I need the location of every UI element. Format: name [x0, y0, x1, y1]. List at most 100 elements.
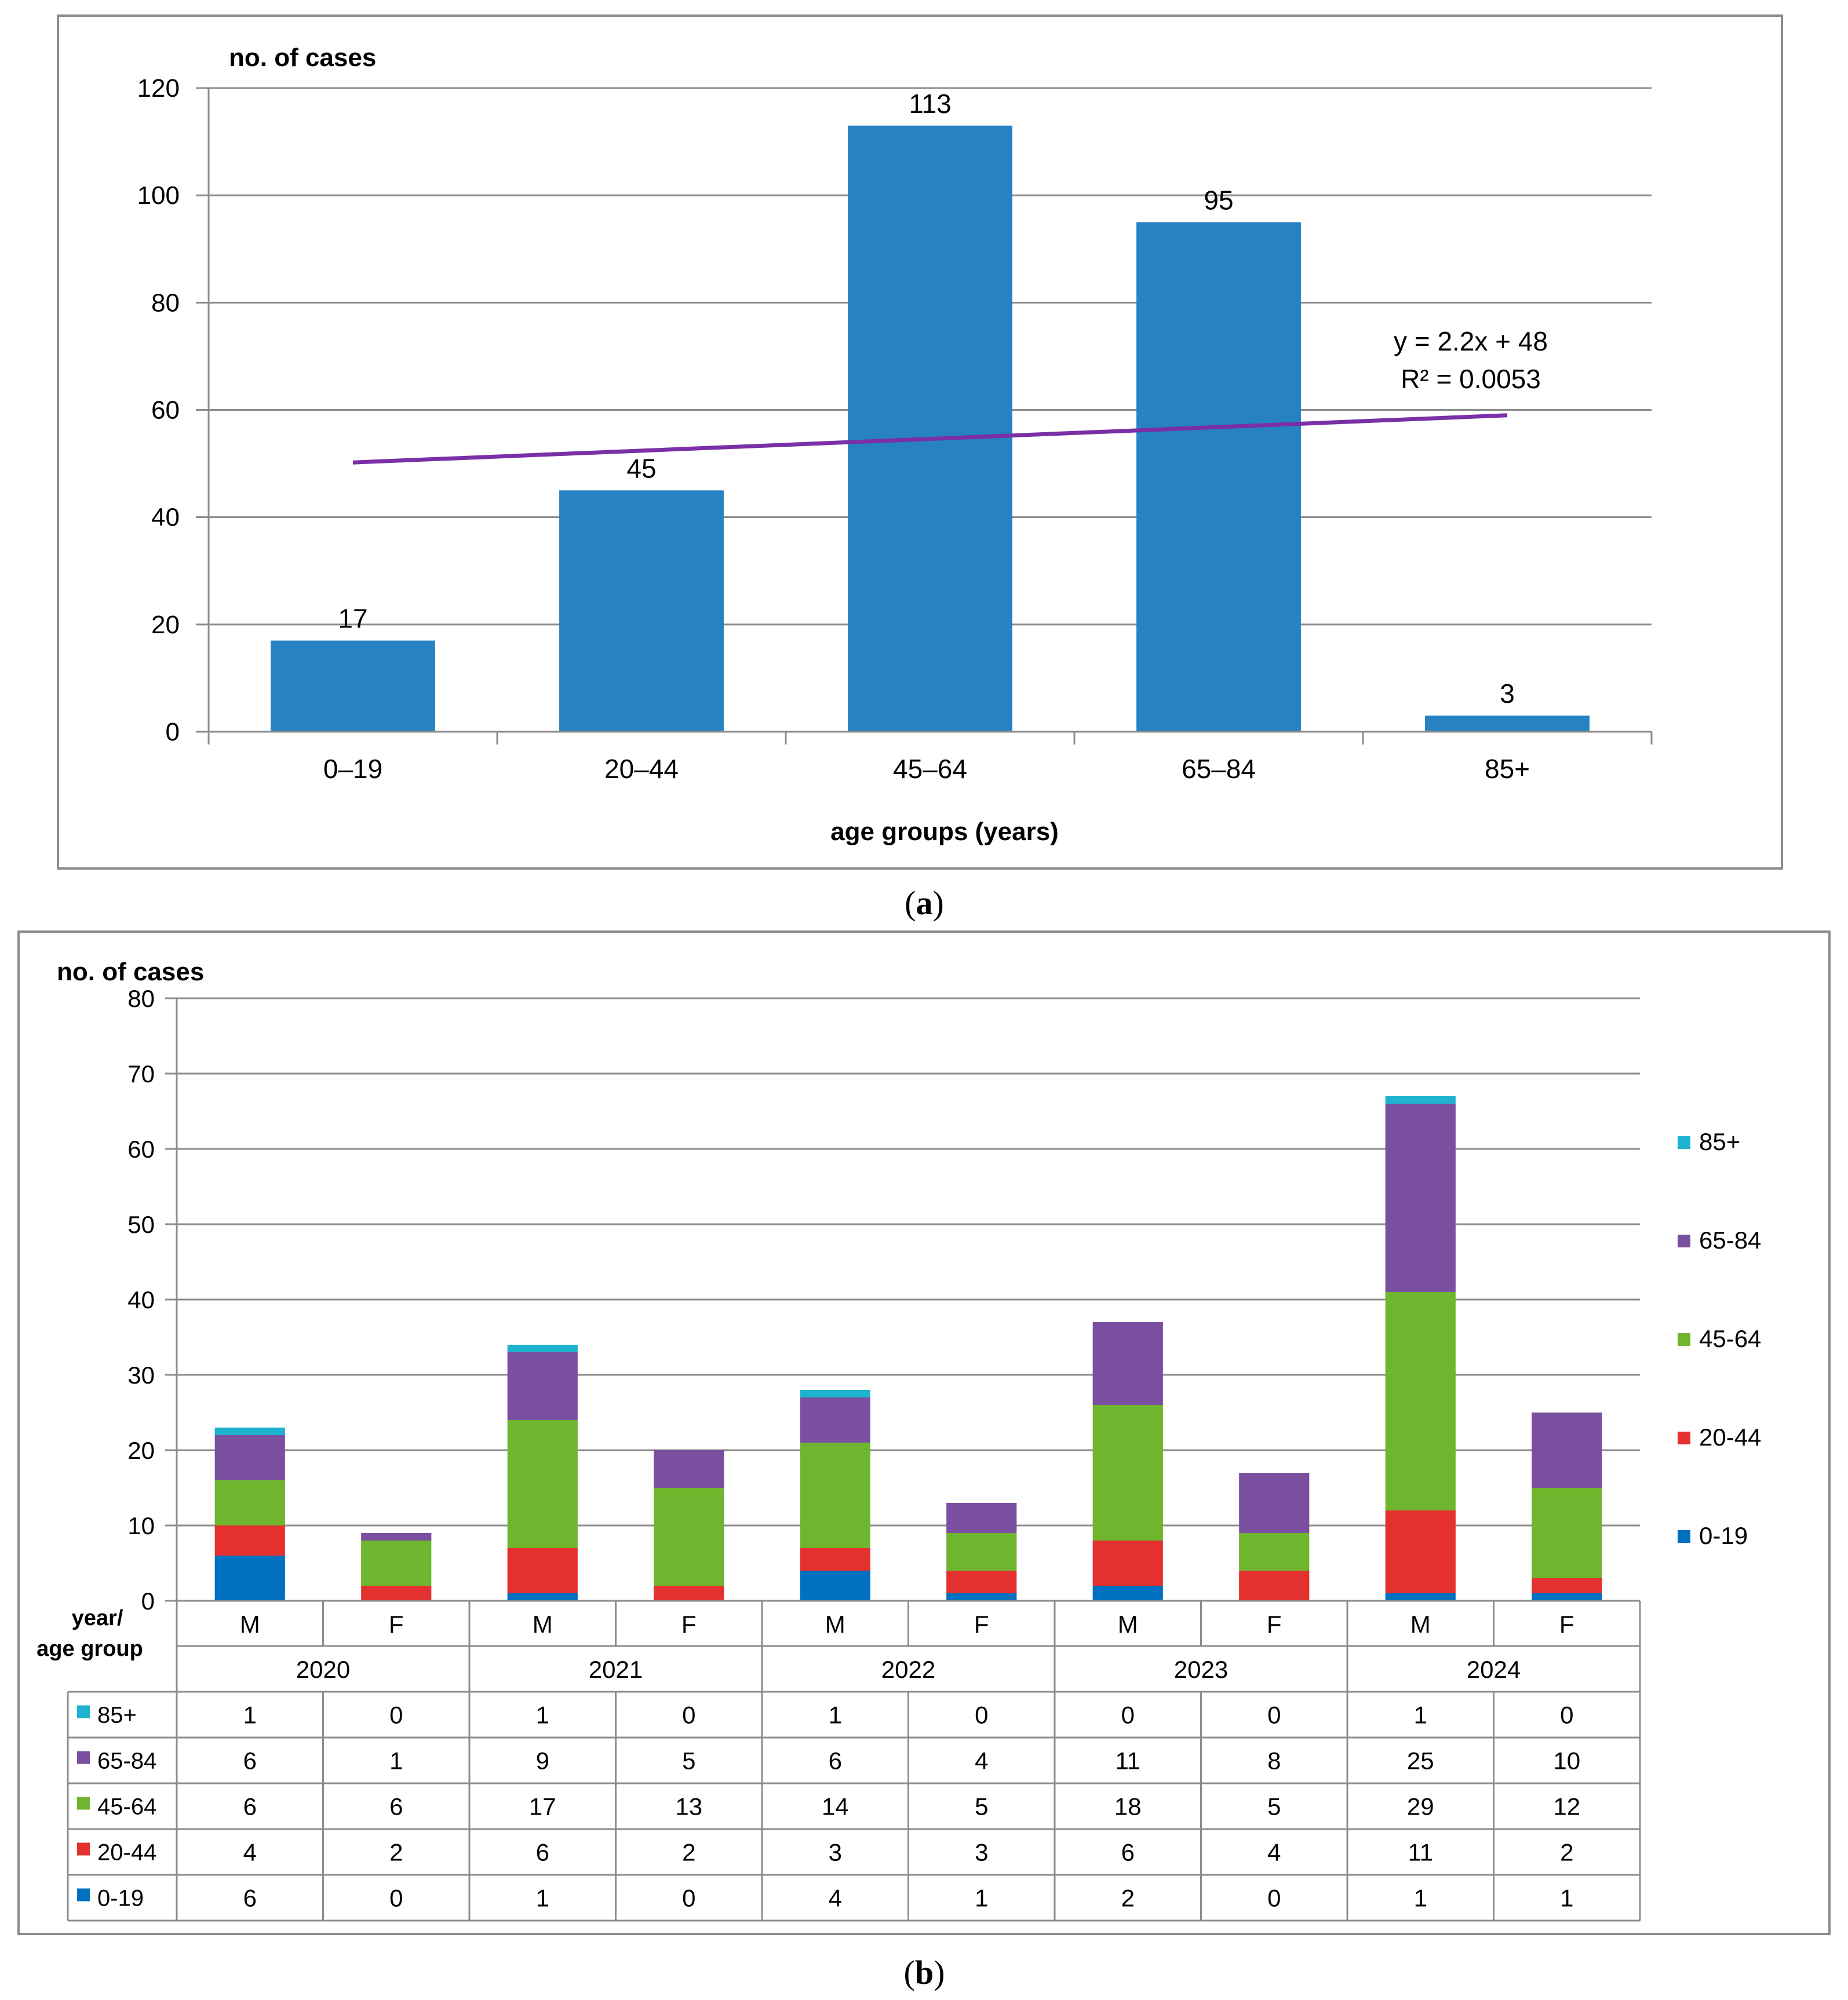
legend-label-0-19: 0-19 [1699, 1522, 1748, 1549]
table-cell: 4 [243, 1839, 257, 1866]
table-cell: 6 [536, 1839, 549, 1866]
chart-a-trend-equation: y = 2.2x + 48 [1394, 326, 1548, 356]
y-tick-label-a: 100 [137, 181, 180, 210]
table-cell: 9 [536, 1747, 549, 1775]
caption-b-letter: b [915, 1954, 934, 1991]
chart-b-legend: 85+ 65-84 45-64 20-44 0-19 [1678, 1128, 1761, 1549]
table-cell: 1 [975, 1885, 988, 1912]
table-cell: 25 [1407, 1747, 1434, 1775]
bar-segment-45-64-2024-F [1532, 1488, 1602, 1578]
table-cell: 6 [243, 1747, 257, 1775]
bar-segment-20-44-2020-M [214, 1525, 285, 1556]
x-tick-label-year: 2023 [1174, 1656, 1228, 1683]
chart-a-axes [196, 87, 1653, 744]
bar-segment-0-19-2022-F [946, 1593, 1017, 1601]
table-cell: 6 [243, 1885, 257, 1912]
x-tick-label-sex: F [974, 1611, 989, 1638]
table-cell: 1 [1414, 1702, 1427, 1729]
y-tick-label-a: 40 [151, 503, 180, 532]
bar-segment-45-64-2023-F [1239, 1533, 1310, 1571]
bar-segment-65-84-2023-M [1092, 1322, 1163, 1405]
y-tick-label-a: 20 [151, 611, 180, 639]
table-cell: 1 [536, 1885, 549, 1912]
x-tick-label-0–19: 0–19 [323, 754, 382, 784]
table-cell: 1 [536, 1702, 549, 1729]
x-tick-label-85+: 85+ [1485, 754, 1530, 784]
bar-segment-20-44-2023-F [1239, 1571, 1310, 1601]
bar-segment-65-84-2020-M [214, 1435, 285, 1480]
bar-segment-65-84-2024-F [1532, 1413, 1602, 1488]
y-tick-label-a: 0 [166, 718, 180, 746]
bar-segment-65-84-2022-F [946, 1503, 1017, 1533]
bar-45–64 [848, 125, 1012, 732]
bar-segment-20-44-2024-M [1385, 1510, 1456, 1593]
bar-segment-0-19-2022-M [800, 1571, 870, 1601]
table-cell: 13 [675, 1793, 702, 1820]
table-cell: 0 [1267, 1702, 1281, 1729]
table-cell: 1 [829, 1702, 842, 1729]
data-label-0–19: 17 [338, 604, 367, 634]
x-tick-label-sex: F [1267, 1611, 1282, 1638]
table-cell: 6 [243, 1793, 257, 1820]
table-cell: 4 [1267, 1839, 1281, 1866]
x-tick-label-65–84: 65–84 [1182, 754, 1256, 784]
data-label-85+: 3 [1500, 678, 1515, 709]
legend-swatch-0-19 [1678, 1530, 1690, 1543]
table-cell: 18 [1114, 1793, 1142, 1820]
x-tick-label-year: 2020 [296, 1656, 350, 1683]
table-corner-label-line2: age group [37, 1637, 143, 1661]
table-cell: 2 [1560, 1839, 1573, 1866]
bar-segment-0-19-2024-M [1385, 1593, 1456, 1601]
table-cell: 1 [389, 1747, 403, 1775]
table-cell: 5 [975, 1793, 988, 1820]
table-swatch-20-44 [77, 1842, 90, 1856]
table-cell: 10 [1553, 1747, 1580, 1775]
bar-segment-45-64-2021-M [507, 1420, 578, 1548]
table-cell: 4 [829, 1885, 842, 1912]
y-tick-label-b: 10 [127, 1512, 155, 1539]
table-cell: 12 [1553, 1793, 1580, 1820]
table-cell: 17 [529, 1793, 556, 1820]
bar-segment-20-44-2024-F [1532, 1578, 1602, 1593]
bar-segment-85+-2024-M [1385, 1096, 1456, 1104]
bar-segment-45-64-2022-F [946, 1533, 1017, 1571]
x-tick-label-year: 2022 [881, 1656, 935, 1683]
bar-segment-0-19-2020-M [214, 1556, 285, 1601]
bar-segment-85+-2020-M [214, 1428, 285, 1435]
chart-a-xlabel: age groups (years) [830, 817, 1059, 846]
table-cell: 3 [829, 1839, 842, 1866]
legend-swatch-45-64 [1678, 1333, 1690, 1346]
table-swatch-85+ [77, 1705, 90, 1718]
table-cell: 1 [243, 1702, 257, 1729]
x-tick-label-sex: M [1410, 1611, 1431, 1638]
y-tick-label-b: 0 [141, 1587, 155, 1615]
table-row-label-20-44: 20-44 [97, 1840, 156, 1866]
table-cell: 5 [682, 1747, 695, 1775]
chart-a-bars [271, 125, 1590, 732]
table-cell: 2 [682, 1839, 695, 1866]
table-cell: 3 [975, 1839, 988, 1866]
table-cell: 5 [1267, 1793, 1281, 1820]
table-cell: 11 [1408, 1839, 1433, 1866]
caption-a: (a) [905, 884, 944, 922]
bar-0–19 [271, 640, 435, 732]
y-tick-label-b: 60 [127, 1136, 155, 1163]
table-cell: 0 [682, 1702, 695, 1729]
x-tick-label-45–64: 45–64 [893, 754, 967, 784]
x-tick-label-year: 2024 [1467, 1656, 1521, 1683]
y-tick-label-a: 80 [151, 289, 180, 317]
x-tick-label-20–44: 20–44 [604, 754, 679, 784]
chart-a-trendline [352, 413, 1508, 465]
chart-b-ticks: 0 10 20 30 40 50 60 70 80 [127, 985, 155, 1615]
y-tick-label-a: 60 [151, 396, 180, 425]
table-row-label-65-84: 65-84 [97, 1749, 156, 1774]
bar-segment-20-44-2023-M [1092, 1541, 1163, 1586]
table-cell: 0 [389, 1885, 403, 1912]
legend-label-20-44: 20-44 [1699, 1424, 1761, 1451]
table-cell: 0 [682, 1885, 695, 1912]
data-label-65–84: 95 [1204, 185, 1233, 215]
table-cell: 29 [1407, 1793, 1434, 1820]
bar-20–44 [559, 490, 724, 732]
bar-segment-0-19-2024-F [1532, 1593, 1602, 1601]
